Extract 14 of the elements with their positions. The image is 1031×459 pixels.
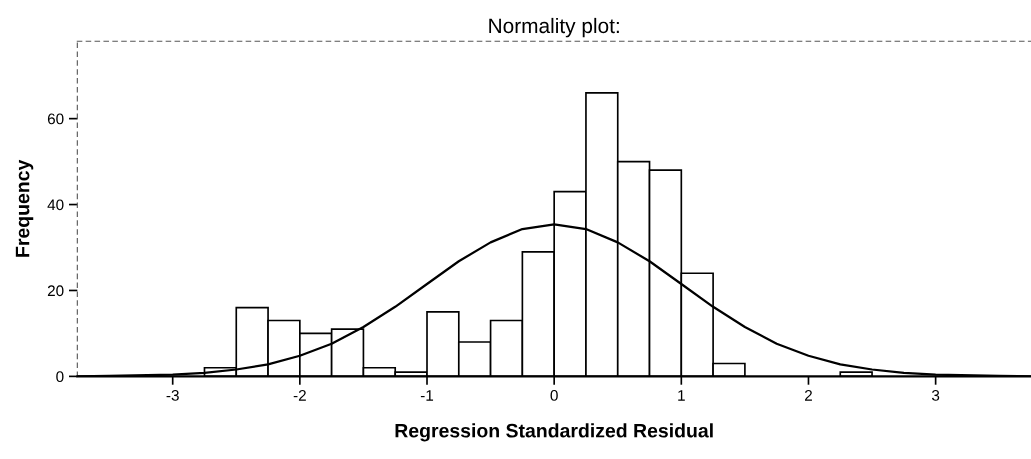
x-axis-title: Regression Standardized Residual [395, 423, 713, 442]
x-tick-label: -3 [166, 389, 179, 401]
x-tick-label: 1 [678, 390, 685, 401]
x-tick-label: -2 [293, 389, 306, 401]
y-tick-label: 60 [47, 113, 64, 125]
x-tick-label: 0 [550, 389, 558, 401]
y-tick-label: 40 [47, 199, 64, 211]
y-axis-title: Frequency [15, 159, 34, 257]
chart-title: Normality plot: [489, 17, 619, 38]
y-tick-label: 0 [56, 371, 64, 383]
x-tick-label: 2 [805, 389, 812, 401]
x-tick-label: 3 [931, 389, 940, 401]
x-tick-label: -1 [420, 390, 434, 401]
y-tick-label: 20 [47, 285, 64, 297]
